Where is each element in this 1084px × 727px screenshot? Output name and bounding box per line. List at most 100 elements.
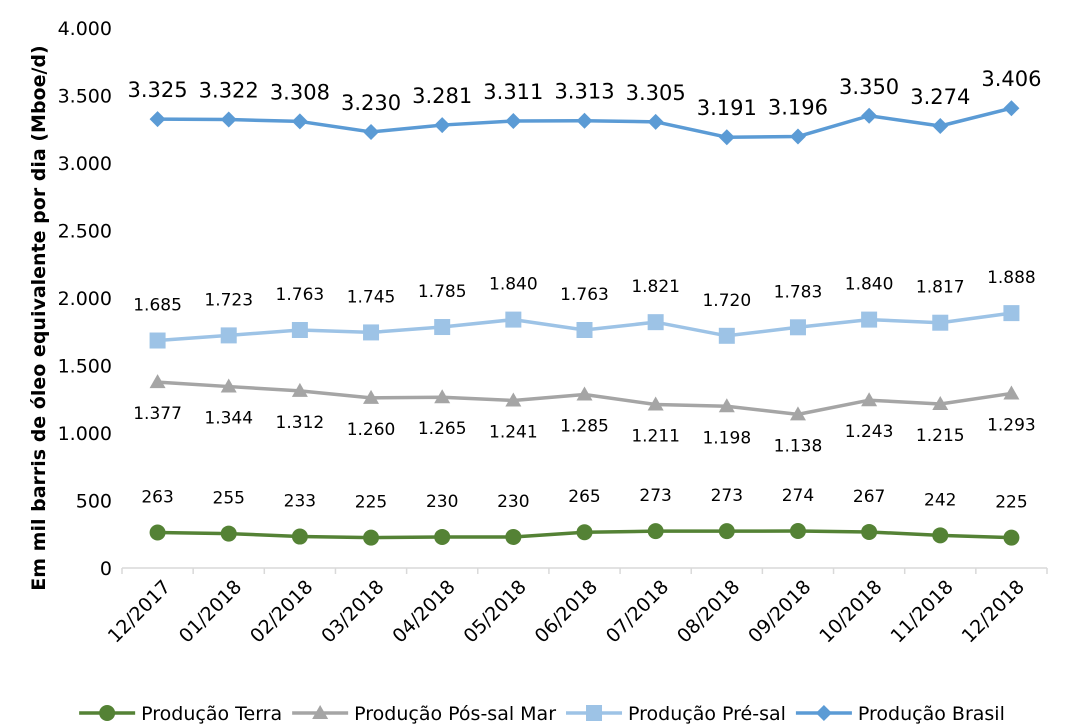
x-tick-label: 10/2018 [815,576,886,647]
data-label: 3.196 [768,96,828,120]
data-point [647,396,664,411]
data-label: 3.230 [341,91,401,115]
legend-item: Produção Pré-sal [566,703,786,725]
data-point [434,117,451,134]
data-point [220,111,237,128]
data-point [647,314,664,331]
data-label: 3.313 [554,80,614,104]
data-point [932,314,949,331]
data-label: 3.274 [910,85,970,109]
legend-label: Produção Terra [141,703,282,725]
data-point [291,321,308,338]
data-point [647,113,664,130]
x-tick-label: 12/2018 [958,576,1029,647]
data-point [789,128,806,145]
data-point [932,118,949,135]
data-point [220,525,237,542]
data-point [932,395,949,410]
data-label: 242 [924,490,956,510]
data-point [861,311,878,328]
data-label: 3.350 [839,75,899,99]
data-point [789,523,806,540]
series-produ-o-pr-sal: 1.685 1.723 1.763 1.745 1.785 1.840 1.763 1.821… [133,268,1036,349]
data-point [505,113,522,130]
data-label: 1.344 [204,409,253,429]
data-label: 3.191 [697,96,757,120]
series-produ-o-brasil: 3.325 3.322 3.308 3.230 3.281 3.311 3.313 3.305… [128,67,1041,146]
data-point [789,406,806,421]
data-point [932,527,949,544]
data-point [291,528,308,545]
data-label: 1.888 [987,268,1036,288]
data-label: 3.305 [626,81,686,105]
data-point [505,311,522,328]
data-label: 225 [995,493,1027,513]
legend-label: Produção Pré-sal [628,703,786,725]
data-label: 1.265 [418,419,467,439]
data-point [718,398,735,413]
data-point [861,523,878,540]
legend-label: Produção Pós-sal Mar [354,703,556,725]
data-label: 1.785 [418,282,467,302]
data-label: 263 [141,487,173,507]
data-point [647,523,664,540]
data-label: 1.821 [631,277,680,297]
data-label: 1.260 [347,420,396,440]
legend-marker [586,705,603,721]
series-produ-o-terra: 263 255 233 225 230 230 265 273 273 274 267 242 225 [141,486,1028,546]
legend-marker [312,705,329,719]
data-label: 255 [213,489,245,509]
data-point [220,378,237,393]
x-tick-label: 09/2018 [744,576,815,647]
data-point [149,524,166,541]
data-point [1003,385,1020,400]
y-tick-label: 2.000 [58,288,112,310]
data-label: 233 [284,492,316,512]
y-tick-label: 500 [76,491,112,513]
data-point [718,523,735,540]
data-point [434,528,451,545]
data-point [576,524,593,541]
x-tick-label: 01/2018 [175,576,246,647]
x-tick-label: 06/2018 [531,576,602,647]
data-label: 230 [426,492,458,512]
data-label: 1.783 [774,282,823,302]
data-label: 1.840 [489,275,538,295]
data-label: 3.406 [981,67,1041,91]
data-label: 1.198 [702,428,751,448]
data-point [505,528,522,545]
x-tick-label: 11/2018 [886,576,957,647]
data-label: 265 [568,487,600,507]
legend-marker [815,705,832,721]
legend-item: Produção Terra [79,703,282,725]
data-point [149,332,166,349]
data-label: 3.281 [412,84,472,108]
data-label: 273 [711,486,743,506]
data-label: 230 [497,492,529,512]
data-label: 3.325 [128,78,188,102]
data-point [576,321,593,338]
legend-item: Produção Brasil [795,703,1005,725]
data-point [149,374,166,389]
data-point [718,129,735,146]
data-label: 1.215 [916,426,965,446]
data-label: 3.311 [483,80,543,104]
data-label: 1.763 [560,285,609,305]
data-label: 1.243 [845,422,894,442]
data-label: 3.308 [270,80,330,104]
data-point [434,389,451,404]
x-tick-label: 03/2018 [317,576,388,647]
series-produ-o-p-s-sal-mar: 1.377 1.344 1.312 1.260 1.265 1.241 1.285 1.211… [133,374,1036,456]
legend-label: Produção Brasil [858,703,1005,725]
x-tick-label: 05/2018 [460,576,531,647]
data-label: 1.312 [276,413,325,433]
y-tick-label: 3.500 [58,86,112,108]
data-label: 1.745 [347,287,396,307]
data-label: 1.763 [276,285,325,305]
legend-item: Produção Pós-sal Mar [292,703,556,725]
x-tick-label: 08/2018 [673,576,744,647]
data-label: 1.720 [702,291,751,311]
data-point [1003,529,1020,546]
data-point [363,324,380,341]
